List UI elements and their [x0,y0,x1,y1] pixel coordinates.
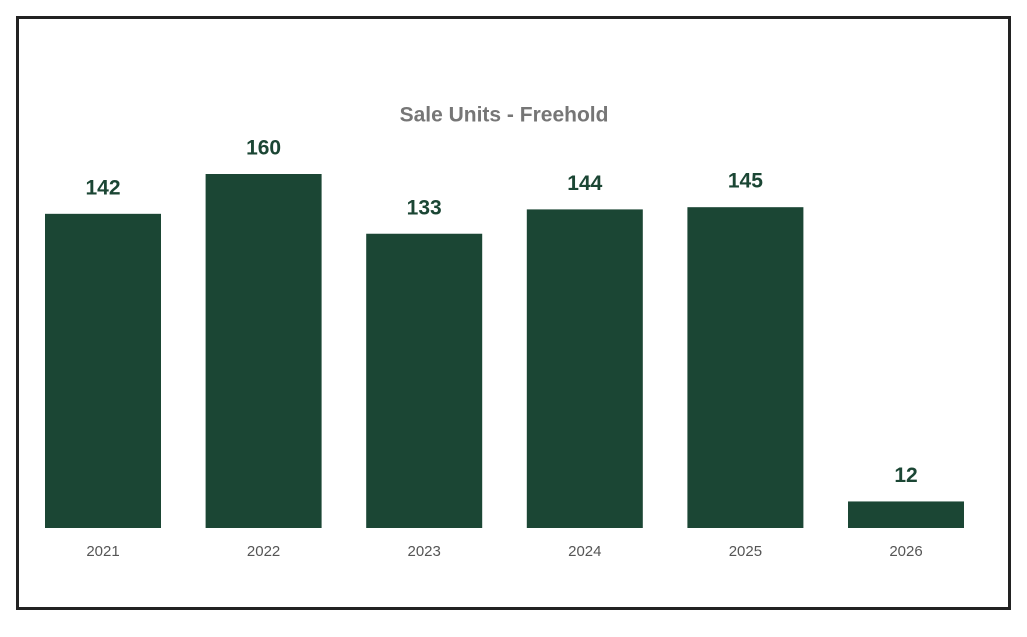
bar [848,501,964,528]
x-tick-label: 2021 [86,543,119,560]
value-label: 133 [407,196,442,219]
x-tick-label: 2022 [247,543,280,560]
bar [687,207,804,528]
x-tick-label: 2024 [568,543,601,560]
value-label: 160 [246,137,281,160]
x-tick-label: 2023 [408,543,441,560]
bar [205,174,322,528]
value-label: 12 [894,464,917,487]
bar [45,213,161,528]
bar [366,233,483,529]
x-tick-label: 2026 [889,543,922,560]
frame [16,16,1011,610]
chart-title: Sale Units - Freehold [400,104,609,127]
bar [526,209,643,528]
value-label: 144 [567,172,602,195]
x-tick-label: 2025 [729,543,762,560]
value-label: 142 [85,176,120,199]
value-label: 145 [728,170,763,193]
